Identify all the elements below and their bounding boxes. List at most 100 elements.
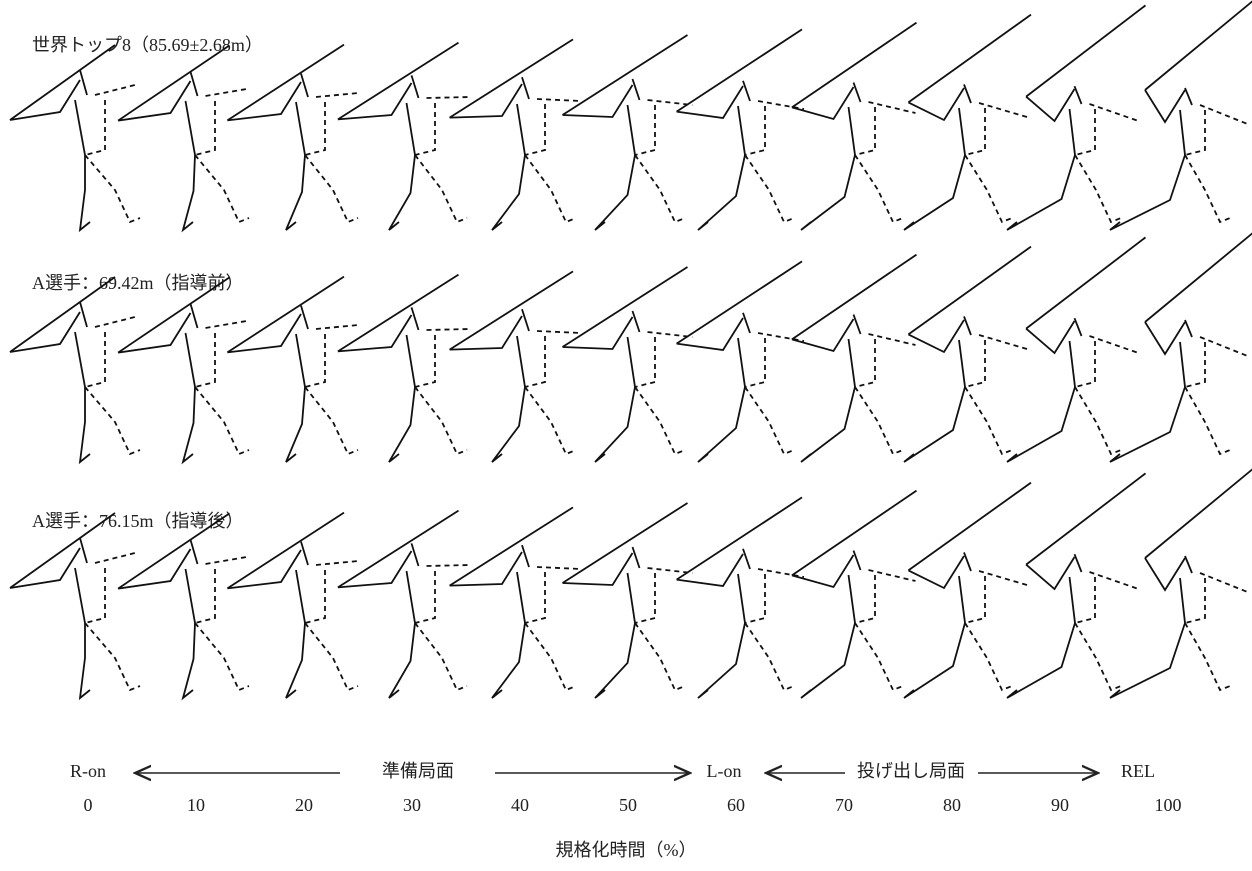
limb [648,332,693,337]
limb [1185,578,1205,623]
limb [492,623,525,698]
limb [450,507,573,585]
limb [745,338,765,387]
limb [1075,86,1082,104]
limb [492,155,525,230]
limb [1090,572,1139,589]
limb [855,339,875,387]
limb [595,387,635,462]
limb [648,100,693,105]
limb [186,333,196,387]
limb [979,335,1027,349]
limb [1145,90,1185,122]
limb [316,561,358,565]
limb [1070,341,1076,387]
limb [450,552,522,586]
limb [1026,89,1074,121]
tick-label: 80 [943,795,961,815]
limb [801,623,855,698]
limb [635,623,685,690]
limb [1145,558,1185,590]
limb [635,573,655,623]
limb [965,576,985,623]
limb [908,320,964,352]
limb [522,309,529,331]
limb [80,302,87,327]
limb [792,319,854,351]
limb [525,572,545,623]
limb [745,574,765,623]
limb [517,336,525,387]
limb [95,317,135,327]
limb [525,155,576,222]
limb [450,39,573,117]
limb [338,315,412,351]
limb [301,542,308,565]
limb [95,553,135,563]
limb [1075,318,1082,336]
limb [338,83,412,119]
limb [227,314,301,352]
limb [1145,0,1252,90]
limb [338,43,459,120]
limb [389,155,415,230]
limb [1185,387,1230,454]
limb [1180,578,1185,623]
limb [537,567,581,569]
limb [677,29,802,111]
limb [965,387,1012,454]
tick-label: 50 [619,795,637,815]
limb [195,155,249,222]
limb [849,575,856,623]
limb [745,155,794,222]
limb [195,623,249,690]
limb [908,483,1031,571]
limb [1185,342,1205,387]
limb [1110,155,1185,230]
limb [965,623,1012,690]
limb [1007,387,1075,462]
limb [118,549,190,589]
limb [183,623,195,698]
limb [286,155,305,230]
limb [1090,336,1139,353]
row-title: 世界トップ8（85.69±2.68m） [32,35,263,55]
limb [855,623,903,690]
limb [227,513,344,589]
limb [1070,109,1076,155]
limb [1075,387,1121,454]
limb [1007,155,1075,230]
limb [305,570,325,623]
limb [698,387,745,462]
limb [85,100,105,155]
limb [183,387,195,462]
limb [1110,387,1185,462]
limb [227,277,344,353]
limb [595,623,635,698]
limb [286,387,305,462]
limb [1075,623,1121,690]
limb [1185,623,1230,690]
limb [316,93,358,97]
limb [904,155,965,230]
limb [738,574,745,623]
limb [792,555,854,587]
limb [206,89,247,96]
limb [10,548,80,588]
limb [677,497,802,579]
tick-label: 0 [84,795,93,815]
limb [743,81,750,101]
limb [415,387,467,454]
limb [85,623,140,690]
limb [492,387,525,462]
limb [1200,573,1250,593]
limb [80,155,90,230]
limb [427,97,470,98]
limb [635,105,655,155]
limb [854,315,861,334]
limb [10,80,80,120]
limb [633,547,640,568]
limb [407,103,416,155]
limb [1075,341,1095,387]
limb [1075,109,1095,155]
